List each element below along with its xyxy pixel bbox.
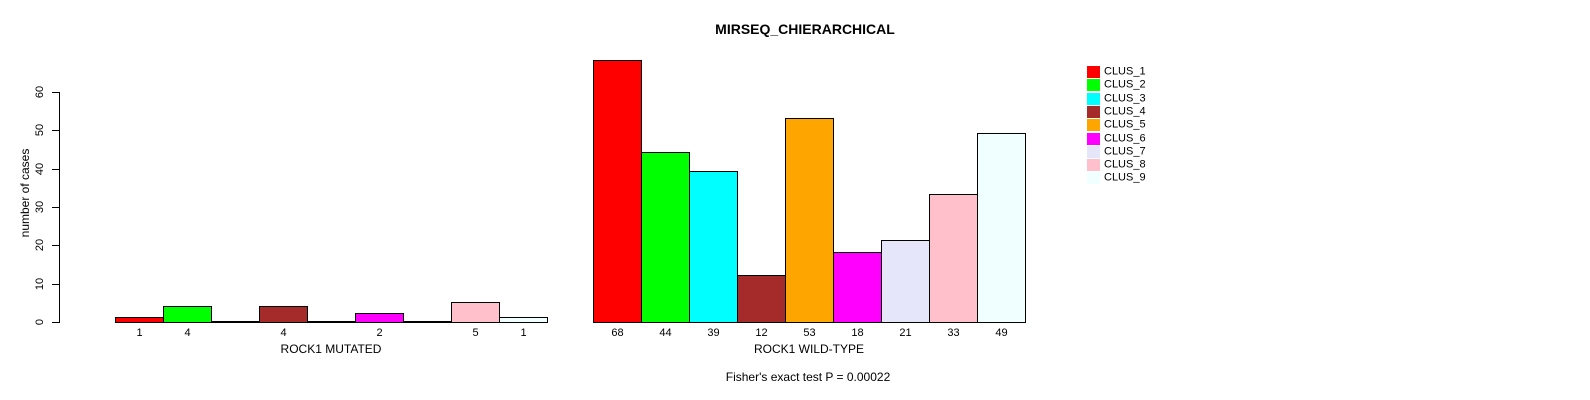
y-tick (52, 245, 59, 246)
bar-rock1-mutated-clus-9 (499, 317, 548, 323)
bar-rock1-mutated-clus-3 (211, 321, 260, 323)
legend-swatch-clus-8 (1087, 159, 1100, 172)
legend-swatch-clus-6 (1087, 132, 1100, 145)
y-tick-label: 0 (34, 318, 46, 326)
legend-label-clus-5: CLUS_5 (1104, 118, 1146, 131)
y-tick (52, 130, 59, 131)
legend-label-clus-7: CLUS_7 (1104, 145, 1146, 158)
legend-swatch-clus-9 (1087, 172, 1100, 185)
bar-rock1-mutated-clus-1 (115, 317, 164, 323)
bar-rock1-mutated-clus-8 (451, 302, 500, 323)
y-tick (52, 169, 59, 170)
bar-rock1-mutated-clus-4 (259, 306, 308, 323)
x-axis-group-label-rock1-mutated: ROCK1 MUTATED (280, 342, 382, 356)
bar-value-label: 1 (136, 327, 143, 339)
bar-rock1-mutated-clus-2 (163, 306, 212, 323)
y-tick (52, 207, 59, 208)
legend-label-clus-1: CLUS_1 (1104, 65, 1146, 78)
y-tick (52, 284, 59, 285)
bar-rock1-wild-type-clus-6 (833, 252, 882, 323)
y-axis-line (59, 92, 60, 323)
bar-value-label: 21 (899, 327, 912, 339)
y-tick-label: 30 (34, 200, 46, 214)
bar-rock1-wild-type-clus-7 (881, 240, 930, 323)
legend-label-clus-9: CLUS_9 (1104, 171, 1146, 184)
legend-label-clus-8: CLUS_8 (1104, 158, 1146, 171)
bar-rock1-mutated-clus-5 (307, 321, 356, 323)
bar-value-label: 12 (755, 327, 768, 339)
legend-swatch-clus-3 (1087, 92, 1100, 105)
y-tick (52, 92, 59, 93)
legend-label-clus-2: CLUS_2 (1104, 78, 1146, 91)
bar-value-label: 53 (803, 327, 816, 339)
legend-swatch-clus-7 (1087, 145, 1100, 158)
legend-swatch-clus-2 (1087, 79, 1100, 92)
y-tick-label: 40 (34, 162, 46, 175)
bar-value-label: 18 (851, 327, 864, 339)
bar-value-label: 33 (947, 327, 960, 339)
bar-rock1-wild-type-clus-5 (785, 118, 834, 323)
bar-rock1-wild-type-clus-9 (977, 133, 1026, 323)
bar-rock1-mutated-clus-7 (403, 321, 452, 323)
legend-label-clus-4: CLUS_4 (1104, 105, 1146, 118)
legend-swatch-clus-4 (1087, 105, 1100, 118)
bar-rock1-wild-type-clus-8 (929, 194, 978, 323)
bar-rock1-wild-type-clus-3 (689, 171, 738, 323)
legend-label-clus-6: CLUS_6 (1104, 132, 1146, 144)
bar-value-label: 49 (995, 327, 1008, 339)
y-tick-label: 20 (34, 239, 46, 252)
bar-value-label: 44 (659, 327, 672, 339)
y-axis-title: number of cases (18, 148, 32, 238)
y-tick (52, 322, 59, 323)
fisher-test-annotation: Fisher's exact test P = 0.00022 (725, 370, 891, 384)
bar-value-label: 4 (184, 327, 191, 339)
y-tick-label: 60 (34, 85, 46, 99)
bar-value-label: 2 (376, 327, 383, 339)
bar-rock1-wild-type-clus-1 (593, 60, 642, 323)
chart-title: MIRSEQ_CHIERARCHICAL (715, 21, 895, 37)
legend-swatch-clus-5 (1087, 119, 1100, 132)
y-tick-label: 50 (34, 124, 46, 137)
x-axis-group-label-rock1-wild-type: ROCK1 WILD-TYPE (753, 342, 865, 356)
bar-value-label: 4 (280, 327, 287, 339)
bar-rock1-wild-type-clus-4 (737, 275, 786, 323)
bar-value-label: 1 (520, 327, 527, 339)
bar-rock1-wild-type-clus-2 (641, 152, 690, 323)
bar-value-label: 68 (611, 327, 624, 339)
legend-swatch-clus-1 (1087, 66, 1100, 78)
y-tick-label: 10 (34, 277, 46, 290)
bar-value-label: 5 (472, 327, 479, 339)
legend-label-clus-3: CLUS_3 (1104, 92, 1146, 105)
bar-rock1-mutated-clus-6 (355, 313, 404, 323)
bar-value-label: 39 (707, 327, 720, 339)
